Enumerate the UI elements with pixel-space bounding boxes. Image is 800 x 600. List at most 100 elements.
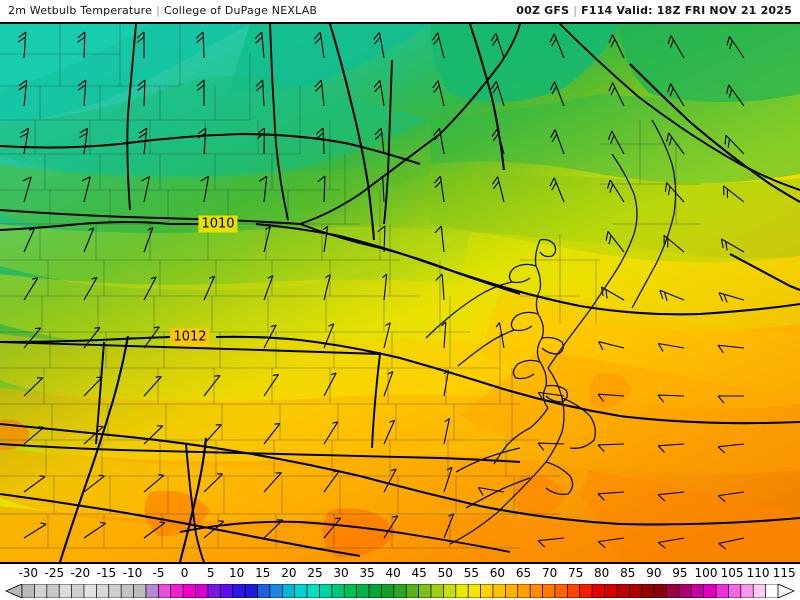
colorbar-tick: 105 bbox=[720, 566, 744, 580]
colorbar-tick: -20 bbox=[70, 566, 91, 580]
colorbar-swatch[interactable] bbox=[356, 584, 370, 598]
colorbar-tick: 5 bbox=[206, 566, 215, 580]
colorbar-tick: 20 bbox=[281, 566, 297, 580]
colorbar-tick: -15 bbox=[96, 566, 117, 580]
colorbar-tick: 15 bbox=[255, 566, 271, 580]
colorbar-swatch[interactable] bbox=[269, 584, 284, 598]
isobar-label-mask bbox=[170, 328, 210, 346]
colorbar-tick: 75 bbox=[567, 566, 584, 580]
isobar-label-1012: 1012 bbox=[173, 330, 206, 345]
colorbar-swatch[interactable] bbox=[232, 584, 246, 598]
colorbar-tick: 25 bbox=[307, 566, 323, 580]
colorbar-swatch[interactable] bbox=[604, 584, 618, 598]
colorbar-swatch[interactable] bbox=[331, 584, 345, 598]
colorbar-swatch[interactable] bbox=[71, 584, 85, 598]
colorbar-swatch[interactable] bbox=[343, 584, 358, 598]
colorbar-swatch[interactable] bbox=[728, 584, 742, 598]
colorbar-swatch[interactable] bbox=[628, 584, 643, 598]
colorbar-swatches[interactable] bbox=[0, 584, 800, 598]
colorbar-swatch[interactable] bbox=[678, 584, 692, 598]
colorbar-swatch[interactable] bbox=[715, 584, 730, 598]
title-separator: | bbox=[156, 4, 160, 17]
colorbar-swatch[interactable] bbox=[133, 584, 147, 598]
colorbar-tick-labels: -30 -25 -20 -15 -10 -5 0 5 10 15 20 25 30 35 40 45 50 55 6… bbox=[0, 564, 800, 583]
source-label: College of DuPage NEXLAB bbox=[164, 4, 318, 17]
colorbar-swatch[interactable] bbox=[529, 584, 544, 598]
contour-fill-patches bbox=[0, 24, 800, 562]
colorbar-swatch[interactable] bbox=[641, 584, 655, 598]
isobar-label-1010: 1010 bbox=[201, 217, 234, 232]
colorbar-tick: 45 bbox=[411, 566, 427, 580]
colorbar-swatch[interactable] bbox=[219, 584, 234, 598]
colorbar-swatch[interactable] bbox=[108, 584, 122, 598]
colorbar-tick: 50 bbox=[437, 566, 453, 580]
coastline bbox=[425, 119, 677, 545]
colorbar-swatch[interactable] bbox=[244, 584, 259, 598]
colorbar-tick: 90 bbox=[646, 566, 662, 580]
colorbar-swatch[interactable] bbox=[319, 584, 333, 598]
colorbar-swatch[interactable] bbox=[145, 584, 160, 598]
colorbar-swatch[interactable] bbox=[195, 584, 209, 598]
colorbar-tick: -25 bbox=[44, 566, 65, 580]
colorbar-tick: 85 bbox=[620, 566, 636, 580]
colorbar-swatch[interactable] bbox=[504, 584, 519, 598]
colorbar-swatch[interactable] bbox=[467, 584, 482, 598]
colorbar-tick: -5 bbox=[152, 566, 165, 580]
valid-time-label: F114 Valid: 18Z FRI NOV 21 2025 bbox=[581, 4, 792, 17]
colorbar-swatch[interactable] bbox=[96, 584, 110, 598]
model-run-label: 00Z GFS bbox=[516, 4, 570, 17]
colorbar-swatch[interactable] bbox=[405, 584, 420, 598]
colorbar-swatch[interactable] bbox=[554, 584, 569, 598]
colorbar-swatch[interactable] bbox=[393, 584, 407, 598]
colorbar-swatch[interactable] bbox=[294, 584, 308, 598]
weather-map-canvas[interactable]: 1010 1012 bbox=[0, 24, 800, 562]
colorbar-tick: -30 bbox=[18, 566, 38, 580]
colorbar-swatch[interactable] bbox=[591, 584, 606, 598]
colorbar-swatch[interactable] bbox=[480, 584, 494, 598]
model-info: 00Z GFS | F114 Valid: 18Z FRI NOV 21 2025 bbox=[516, 4, 792, 17]
colorbar-tick: 115 bbox=[772, 566, 796, 580]
colorbar-tick: 0 bbox=[180, 566, 189, 580]
colorbar-swatch[interactable] bbox=[517, 584, 531, 598]
colorbar-swatch[interactable] bbox=[542, 584, 556, 598]
colorbar-swatch[interactable] bbox=[579, 584, 593, 598]
colorbar-swatch[interactable] bbox=[443, 584, 457, 598]
header-bar: 2m Wetbulb Temperature | College of DuPage… bbox=[0, 0, 800, 22]
colorbar-swatch[interactable] bbox=[281, 584, 296, 598]
colorbar-swatch[interactable] bbox=[455, 584, 469, 598]
colorbar-swatch[interactable] bbox=[492, 584, 507, 598]
colorbar-swatch[interactable] bbox=[257, 584, 271, 598]
colorbar-swatch[interactable] bbox=[418, 584, 432, 598]
colorbar-swatch[interactable] bbox=[170, 584, 184, 598]
colorbar-arrow-left bbox=[5, 584, 23, 598]
colorbar-swatch[interactable] bbox=[34, 584, 48, 598]
colorbar-swatch[interactable] bbox=[21, 584, 36, 598]
colorbar-swatch[interactable] bbox=[666, 584, 680, 598]
colorbar-tick: 40 bbox=[385, 566, 401, 580]
colorbar-swatch[interactable] bbox=[690, 584, 705, 598]
colorbar-swatch[interactable] bbox=[368, 584, 383, 598]
colorbar-swatch[interactable] bbox=[616, 584, 631, 598]
colorbar-swatch[interactable] bbox=[653, 584, 668, 598]
colorbar-swatch[interactable] bbox=[566, 584, 581, 598]
colorbar-swatch[interactable] bbox=[752, 584, 767, 598]
colorbar-swatch[interactable] bbox=[83, 584, 98, 598]
colorbar-swatch[interactable] bbox=[381, 584, 395, 598]
colorbar-swatch[interactable] bbox=[430, 584, 445, 598]
colorbar-swatch[interactable] bbox=[157, 584, 172, 598]
colorbar-swatch[interactable] bbox=[207, 584, 222, 598]
colorbar-swatch[interactable] bbox=[120, 584, 135, 598]
colorbar-swatch[interactable] bbox=[182, 584, 197, 598]
state-boundaries bbox=[0, 24, 800, 562]
colorbar-swatch[interactable] bbox=[740, 584, 754, 598]
colorbar-swatch[interactable] bbox=[703, 584, 717, 598]
contour-labels: 1010 1012 bbox=[170, 215, 238, 346]
colorbar-tick: 10 bbox=[229, 566, 245, 580]
product-title: 2m Wetbulb Temperature bbox=[8, 4, 153, 17]
colorbar-swatch[interactable] bbox=[46, 584, 60, 598]
colorbar-swatch[interactable] bbox=[765, 584, 779, 598]
colorbar-swatch[interactable] bbox=[306, 584, 321, 598]
colorbar-swatch[interactable] bbox=[58, 584, 73, 598]
colorbar-arrow-right bbox=[777, 584, 795, 598]
